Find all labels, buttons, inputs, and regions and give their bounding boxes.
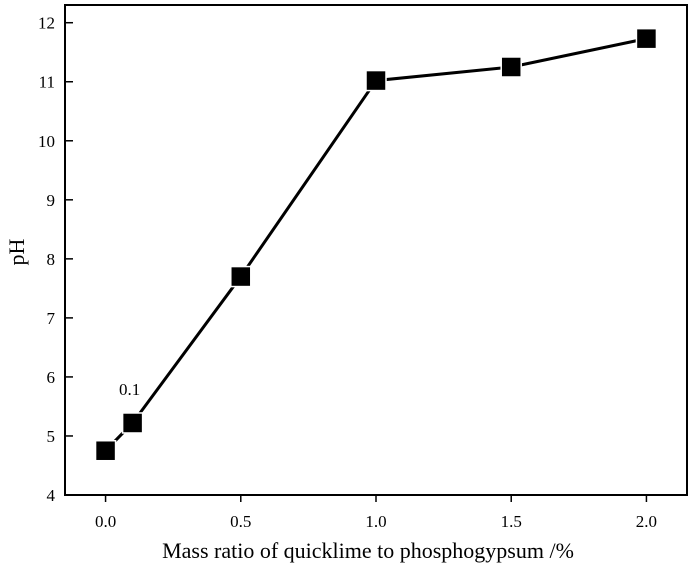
y-tick-label: 12 <box>38 14 55 33</box>
y-tick-label: 9 <box>47 191 56 210</box>
y-tick-label: 4 <box>47 486 56 505</box>
y-axis-title: pH <box>4 238 29 265</box>
y-tick-label: 6 <box>47 368 56 387</box>
y-tick-label: 5 <box>47 427 56 446</box>
data-point <box>635 27 658 50</box>
x-tick-label: 1.5 <box>501 512 522 531</box>
x-axis-title: Mass ratio of quicklime to phosphogypsum… <box>162 538 574 563</box>
series-line <box>104 37 647 452</box>
y-tick-label: 7 <box>47 309 56 328</box>
axes: 4 5 6 7 8 9 10 11 12 0.0 0.5 1.0 1.5 2.0 <box>38 14 657 531</box>
data-point <box>94 439 117 462</box>
y-tick-label: 11 <box>39 73 55 92</box>
x-tick-label: 0.5 <box>230 512 251 531</box>
x-tick-label: 0.0 <box>95 512 116 531</box>
annotations: 0.1 <box>119 380 140 399</box>
data-series <box>94 27 658 462</box>
data-point <box>500 56 522 78</box>
y-tick-label: 8 <box>47 250 56 269</box>
data-point <box>365 69 387 92</box>
data-point <box>121 412 144 434</box>
x-tick-label: 1.0 <box>365 512 386 531</box>
y-tick-label: 10 <box>38 132 55 151</box>
x-tick-label: 2.0 <box>636 512 657 531</box>
data-point <box>230 265 252 288</box>
point-annotation: 0.1 <box>119 380 140 399</box>
